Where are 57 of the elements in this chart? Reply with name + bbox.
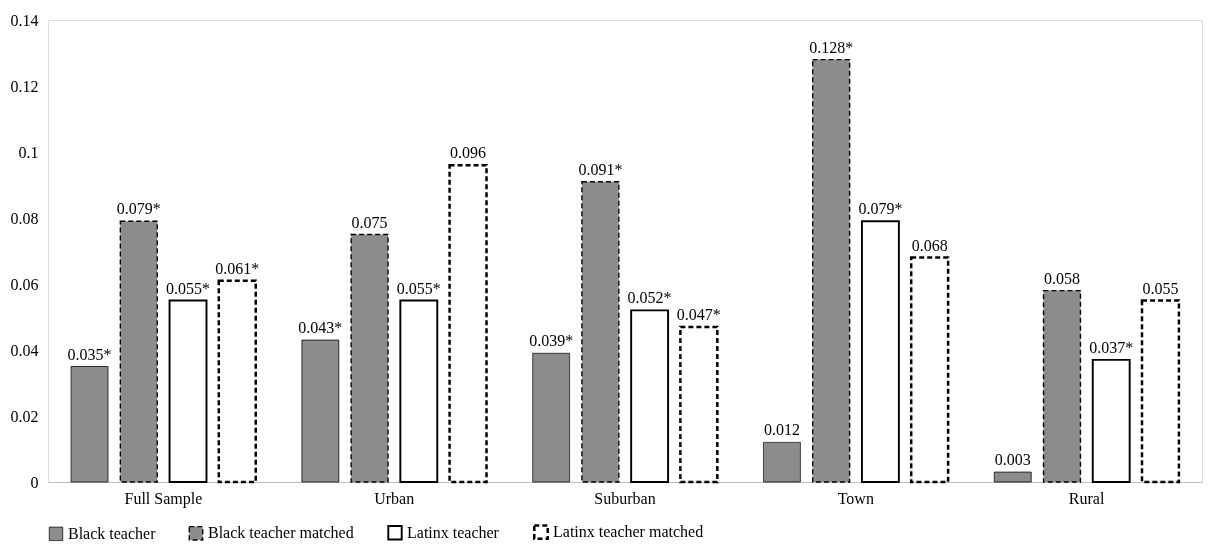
bar <box>679 325 719 484</box>
x-tick-label: Suburban <box>594 489 656 507</box>
bar <box>763 442 801 483</box>
x-tick-label: Full Sample <box>124 489 203 508</box>
data-label: 0.079* <box>858 200 903 218</box>
data-label: 0.055* <box>166 279 211 297</box>
data-label: 0.039* <box>529 332 574 350</box>
x-tick-label: Town <box>837 489 874 507</box>
y-tick-label: 0.02 <box>10 407 39 425</box>
data-label: 0.037* <box>1089 338 1134 356</box>
bar <box>448 163 488 484</box>
y-tick-label: 0.1 <box>18 143 39 161</box>
data-label: 0.091* <box>578 160 623 178</box>
data-label: 0.128* <box>809 38 854 56</box>
bar <box>909 256 950 484</box>
legend-label: Latinx teacher matched <box>553 523 704 541</box>
data-label: 0.012 <box>763 421 800 439</box>
data-label: 0.043* <box>298 319 343 337</box>
bar <box>168 299 208 483</box>
legend-label: Latinx teacher <box>407 523 500 541</box>
bar <box>860 220 900 483</box>
y-tick-label: 0.14 <box>10 11 39 29</box>
legend-label: Black teacher <box>68 524 157 542</box>
bar <box>217 279 257 484</box>
y-tick-label: 0.08 <box>10 209 39 227</box>
data-label: 0.061* <box>215 259 260 277</box>
bar <box>993 471 1032 483</box>
bar <box>1140 299 1181 484</box>
bar <box>301 339 340 483</box>
bar <box>630 309 670 483</box>
bar <box>70 366 109 483</box>
data-label: 0.055* <box>396 279 441 297</box>
data-label: 0.047* <box>676 305 721 323</box>
legend-label: Black teacher matched <box>208 524 354 542</box>
data-label: 0.068 <box>911 236 948 254</box>
bar <box>581 181 620 483</box>
bar <box>532 352 571 483</box>
y-tick-label: 0 <box>30 473 39 491</box>
bar <box>812 58 851 483</box>
data-label: 0.075 <box>351 213 388 231</box>
x-tick-label: Rural <box>1068 489 1105 507</box>
bar <box>119 220 158 483</box>
bar <box>399 299 439 483</box>
data-label: 0.058 <box>1043 269 1080 287</box>
data-label: 0.052* <box>627 289 672 307</box>
data-label: 0.079* <box>116 200 161 218</box>
bar <box>1042 289 1082 483</box>
y-tick-label: 0.12 <box>10 77 39 95</box>
data-label: 0.035* <box>67 345 112 363</box>
y-tick-label: 0.04 <box>10 341 39 359</box>
data-label: 0.096 <box>450 144 487 162</box>
y-tick-label: 0.06 <box>10 275 39 293</box>
bar <box>1091 358 1131 483</box>
data-label: 0.003 <box>994 451 1031 469</box>
x-tick-label: Urban <box>374 489 415 507</box>
bar <box>350 233 389 483</box>
data-label: 0.055 <box>1142 279 1179 297</box>
